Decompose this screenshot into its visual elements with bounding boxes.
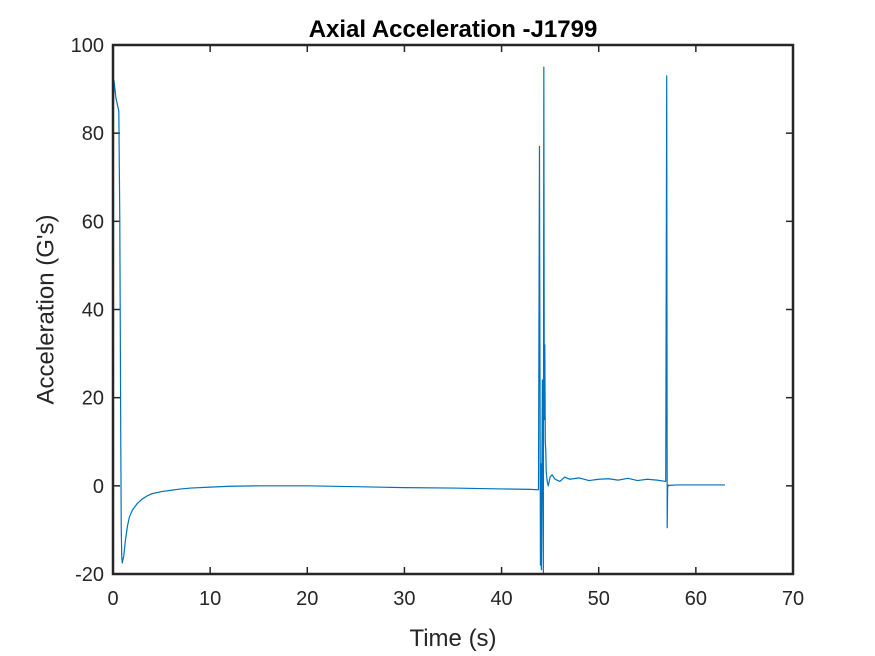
- x-tick-label: 20: [296, 588, 318, 610]
- x-tick-label: 70: [782, 588, 804, 610]
- axes-box: [111, 43, 795, 576]
- series-group: [112, 66, 725, 575]
- y-tick-label: 20: [82, 388, 104, 410]
- y-axis-title: Acceleration (G's): [32, 215, 59, 405]
- y-tick-label: 60: [82, 211, 104, 233]
- y-tick-label: 80: [82, 123, 104, 145]
- x-tick-label: 30: [393, 588, 415, 610]
- y-tick-label: 40: [82, 300, 104, 322]
- x-tick-label: 10: [199, 588, 221, 610]
- plot-area: [113, 45, 793, 574]
- y-tick-label: -20: [75, 564, 104, 586]
- x-axis-title: Time (s): [409, 625, 496, 652]
- y-tick-label: 0: [93, 476, 104, 498]
- x-tick-label: 40: [490, 588, 512, 610]
- y-tick-label: 100: [71, 35, 104, 57]
- x-tick-label: 50: [588, 588, 610, 610]
- x-tick-label: 60: [685, 588, 707, 610]
- x-tick-label: 0: [107, 588, 118, 610]
- chart-title: Axial Acceleration -J1799: [309, 16, 598, 43]
- series-line: [112, 66, 725, 575]
